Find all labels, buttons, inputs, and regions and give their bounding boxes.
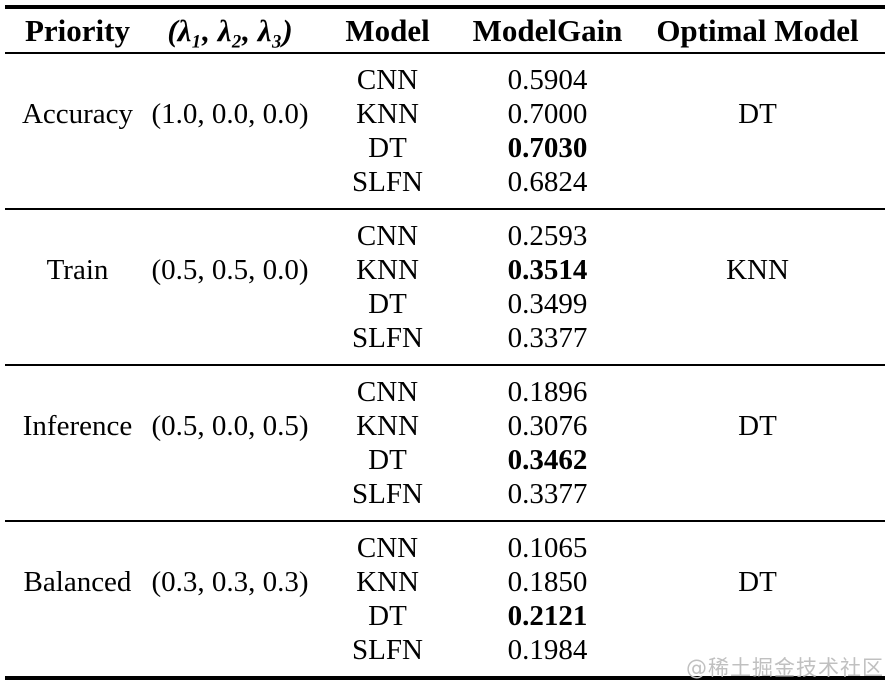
table-row: SLFN 0.6824 bbox=[5, 165, 885, 209]
model-cell: DT bbox=[368, 288, 407, 320]
model-cell: CNN bbox=[356, 532, 419, 564]
table-row: KNN 0.1850 bbox=[5, 565, 885, 599]
model-cell: SLFN bbox=[352, 478, 423, 510]
gain-cell: 0.5904 bbox=[507, 64, 588, 96]
lambda-cell: (0.3, 0.3, 0.3) bbox=[151, 566, 309, 598]
column-header-optimal-model: Optimal Model bbox=[630, 7, 885, 54]
optimal-model-cell: DT bbox=[738, 566, 777, 598]
table-row: SLFN 0.3377 bbox=[5, 477, 885, 521]
table-row: Train (0.5, 0.5, 0.0) CNN 0.2593 KNN bbox=[5, 209, 885, 286]
gain-cell: 0.2121 bbox=[507, 600, 588, 632]
table-row: KNN 0.7000 bbox=[5, 97, 885, 131]
gain-cell: 0.1850 bbox=[507, 566, 588, 598]
model-cell: KNN bbox=[356, 410, 419, 442]
gain-cell: 0.3076 bbox=[507, 410, 588, 442]
optimal-model-cell: KNN bbox=[726, 254, 789, 286]
model-cell: CNN bbox=[356, 64, 419, 96]
table-section-balanced: Balanced (0.3, 0.3, 0.3) CNN 0.1065 DT K… bbox=[5, 521, 885, 678]
gain-cell: 0.7000 bbox=[507, 98, 588, 130]
priority-cell: Balanced bbox=[23, 566, 132, 598]
model-cell: CNN bbox=[356, 220, 419, 252]
model-cell: SLFN bbox=[352, 166, 423, 198]
gain-cell: 0.3499 bbox=[507, 288, 588, 320]
column-header-modelgain: ModelGain bbox=[465, 7, 630, 54]
table-row: SLFN 0.1984 bbox=[5, 633, 885, 678]
model-cell: SLFN bbox=[352, 634, 423, 666]
column-header-model: Model bbox=[310, 7, 465, 54]
gain-cell: 0.6824 bbox=[507, 166, 588, 198]
table-section-accuracy: Accuracy (1.0, 0.0, 0.0) CNN 0.5904 DT K… bbox=[5, 53, 885, 209]
model-cell: DT bbox=[368, 132, 407, 164]
priority-cell: Train bbox=[46, 254, 109, 286]
model-cell: DT bbox=[368, 444, 407, 476]
model-cell: KNN bbox=[356, 98, 419, 130]
table-header: Priority (λ₁, λ₂, λ₃) Model ModelGain Op… bbox=[5, 7, 885, 54]
lambda-cell: (1.0, 0.0, 0.0) bbox=[151, 98, 309, 130]
gain-cell: 0.1896 bbox=[507, 376, 588, 408]
lambda-cell: (0.5, 0.5, 0.0) bbox=[151, 254, 309, 286]
model-cell: KNN bbox=[356, 566, 419, 598]
table-row: KNN 0.3076 bbox=[5, 409, 885, 443]
table-row: DT 0.3499 bbox=[5, 287, 885, 321]
table-section-train: Train (0.5, 0.5, 0.0) CNN 0.2593 KNN KNN… bbox=[5, 209, 885, 365]
model-cell: DT bbox=[368, 600, 407, 632]
results-table: Priority (λ₁, λ₂, λ₃) Model ModelGain Op… bbox=[5, 5, 885, 680]
header-row: Priority (λ₁, λ₂, λ₃) Model ModelGain Op… bbox=[5, 7, 885, 54]
table-row: DT 0.3462 bbox=[5, 443, 885, 477]
priority-cell: Accuracy bbox=[21, 98, 134, 130]
optimal-model-cell: DT bbox=[738, 410, 777, 442]
table-row: KNN 0.3514 bbox=[5, 253, 885, 287]
column-header-priority: Priority bbox=[5, 7, 150, 54]
priority-cell: Inference bbox=[22, 410, 133, 442]
gain-cell: 0.3462 bbox=[507, 444, 588, 476]
model-cell: CNN bbox=[356, 376, 419, 408]
watermark: @稀土掘金技术社区 bbox=[686, 656, 884, 680]
gain-cell: 0.3377 bbox=[507, 322, 588, 354]
table-row: SLFN 0.3377 bbox=[5, 321, 885, 365]
optimal-model-cell: DT bbox=[738, 98, 777, 130]
table-row: Accuracy (1.0, 0.0, 0.0) CNN 0.5904 DT bbox=[5, 53, 885, 130]
table-row: DT 0.7030 bbox=[5, 131, 885, 165]
gain-cell: 0.1065 bbox=[507, 532, 588, 564]
table-row: Inference (0.5, 0.0, 0.5) CNN 0.1896 DT bbox=[5, 365, 885, 442]
table-section-inference: Inference (0.5, 0.0, 0.5) CNN 0.1896 DT … bbox=[5, 365, 885, 521]
column-header-lambdas: (λ₁, λ₂, λ₃) bbox=[150, 7, 310, 54]
model-cell: SLFN bbox=[352, 322, 423, 354]
gain-cell: 0.1984 bbox=[507, 634, 588, 666]
gain-cell: 0.7030 bbox=[507, 132, 588, 164]
table-row: Balanced (0.3, 0.3, 0.3) CNN 0.1065 DT bbox=[5, 521, 885, 598]
gain-cell: 0.2593 bbox=[507, 220, 588, 252]
gain-cell: 0.3377 bbox=[507, 478, 588, 510]
model-cell: KNN bbox=[356, 254, 419, 286]
gain-cell: 0.3514 bbox=[507, 254, 588, 286]
lambda-cell: (0.5, 0.0, 0.5) bbox=[151, 410, 309, 442]
table-row: DT 0.2121 bbox=[5, 599, 885, 633]
